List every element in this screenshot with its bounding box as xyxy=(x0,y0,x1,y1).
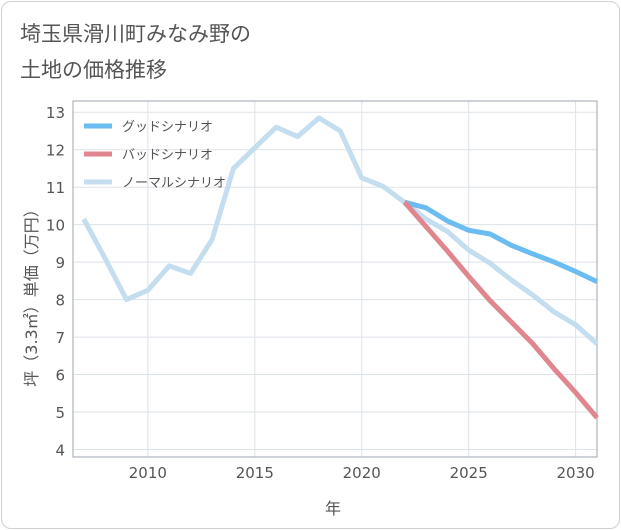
y-tick-label: 13 xyxy=(46,104,65,122)
series-line-1 xyxy=(402,200,599,420)
y-axis-title: 坪（3.3㎡）単価（万円） xyxy=(22,201,41,386)
y-tick-label: 4 xyxy=(55,442,65,460)
y-tick-label: 9 xyxy=(55,254,65,272)
series-layer xyxy=(81,115,599,420)
y-tick-label: 10 xyxy=(46,217,65,235)
legend-label-1: バッドシナリオ xyxy=(122,148,213,163)
chart-title: 埼玉県滑川町みなみ野の 土地の価格推移 xyxy=(20,16,251,88)
y-tick-label: 7 xyxy=(55,329,65,347)
x-tick-label: 2030 xyxy=(557,464,595,482)
legend-label-0: グッドシナリオ xyxy=(122,120,213,135)
legend-label-2: ノーマルシナリオ xyxy=(122,176,226,191)
chart-title-line-1: 埼玉県滑川町みなみ野の xyxy=(20,22,251,46)
y-tick-label: 5 xyxy=(55,404,65,422)
y-tick-label: 11 xyxy=(46,179,65,197)
chart-title-line-2: 土地の価格推移 xyxy=(20,58,167,82)
y-tick-label: 12 xyxy=(46,142,65,160)
y-tick-label: 8 xyxy=(55,292,65,310)
grid-lines xyxy=(73,101,597,457)
series-line-0 xyxy=(403,199,599,284)
y-tick-label: 6 xyxy=(55,367,65,385)
tick-labels: 4 5 6 7 8 9 10 11 12 13 2010 2015 2020 2025 2030 xyxy=(46,104,595,482)
series-line-2 xyxy=(81,115,599,346)
x-tick-label: 2010 xyxy=(129,464,167,482)
x-axis-title: 年 xyxy=(325,499,341,518)
x-tick-label: 2015 xyxy=(236,464,274,482)
x-tick-label: 2025 xyxy=(450,464,488,482)
x-tick-label: 2020 xyxy=(343,464,381,482)
